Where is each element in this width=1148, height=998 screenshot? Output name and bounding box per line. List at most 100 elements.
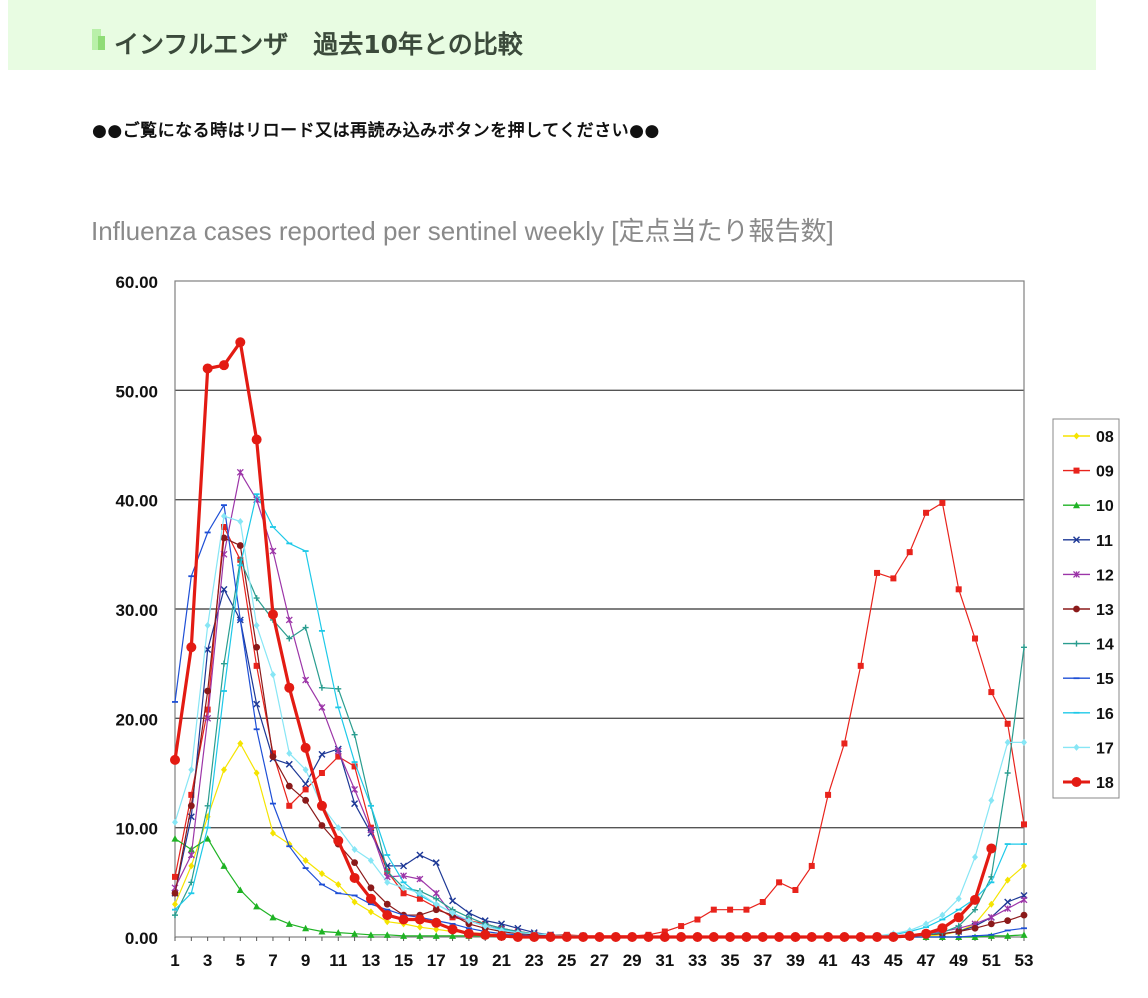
- x-tick-label: 47: [917, 951, 936, 970]
- data-point: [953, 912, 964, 923]
- data-point: [383, 931, 391, 938]
- data-point: [318, 750, 326, 758]
- data-point: [416, 932, 424, 939]
- data-point: [220, 524, 227, 530]
- legend-item: 10: [1063, 498, 1114, 515]
- legend-item: 08: [1063, 429, 1114, 446]
- data-point: [285, 782, 293, 790]
- data-point: [480, 929, 491, 940]
- data-point: [302, 856, 309, 864]
- data-point: [1021, 738, 1027, 746]
- data-point: [204, 714, 212, 722]
- legend-label: 18: [1096, 775, 1114, 792]
- data-point: [1004, 720, 1011, 727]
- data-point: [416, 851, 424, 859]
- series-line: [174, 493, 1024, 938]
- legend-item: 09: [1063, 464, 1114, 481]
- data-point: [659, 932, 670, 942]
- data-point: [774, 932, 785, 942]
- data-point: [678, 923, 685, 930]
- data-point: [1004, 738, 1011, 746]
- data-point: [855, 932, 866, 942]
- data-point: [808, 862, 815, 869]
- series-09: [172, 499, 1027, 939]
- data-point: [335, 881, 342, 889]
- data-point: [529, 932, 540, 942]
- x-tick-label: 51: [982, 951, 1001, 970]
- heading-marker-icon: [92, 29, 105, 50]
- legend-label: 16: [1096, 706, 1114, 723]
- legend-item: 13: [1063, 602, 1114, 619]
- data-point: [302, 786, 309, 793]
- data-point: [384, 918, 391, 926]
- data-point: [253, 662, 260, 669]
- data-point: [172, 873, 178, 880]
- data-point: [610, 932, 621, 942]
- x-tick-label: 25: [557, 951, 576, 970]
- data-point: [743, 906, 750, 913]
- data-point: [237, 518, 244, 526]
- data-point: [988, 900, 995, 908]
- data-point: [955, 923, 962, 930]
- data-point: [400, 884, 407, 892]
- data-point: [172, 900, 178, 908]
- data-point: [416, 923, 423, 931]
- data-point: [790, 932, 801, 942]
- data-point: [465, 909, 473, 917]
- data-point: [888, 932, 899, 942]
- data-point: [937, 923, 948, 934]
- data-point: [286, 749, 293, 757]
- series-line: [174, 742, 1025, 938]
- legend-item: 14: [1063, 637, 1114, 654]
- data-point: [1020, 911, 1028, 919]
- data-point: [1071, 777, 1082, 787]
- x-axis-ticks: 1 3 5 7 9 11 13 15 17 19 21 23 25 27 29 31 33 35 37 39 41 43 4…: [170, 937, 1033, 970]
- data-point: [367, 884, 375, 892]
- data-point: [237, 556, 244, 563]
- data-point: [432, 889, 440, 897]
- data-point: [284, 682, 295, 693]
- series-14: [172, 556, 1027, 940]
- data-point: [384, 878, 391, 886]
- data-point: [367, 856, 374, 864]
- data-point: [955, 895, 962, 903]
- data-point: [872, 932, 883, 942]
- data-point: [1021, 821, 1027, 828]
- data-point: [939, 911, 946, 919]
- data-point: [414, 914, 425, 925]
- data-point: [202, 363, 213, 374]
- data-point: [1073, 432, 1080, 440]
- data-point: [235, 337, 246, 348]
- data-point: [710, 906, 717, 913]
- legend-item: 15: [1063, 671, 1114, 688]
- data-point: [972, 906, 979, 913]
- data-point: [367, 908, 374, 916]
- data-point: [253, 700, 261, 708]
- data-point: [188, 862, 195, 870]
- data-point: [351, 930, 359, 937]
- data-point: [220, 585, 228, 593]
- data-point: [906, 549, 913, 556]
- data-point: [170, 754, 180, 765]
- x-tick-label: 9: [301, 951, 310, 970]
- data-point: [172, 818, 178, 826]
- data-point: [416, 889, 423, 897]
- data-point: [1073, 467, 1080, 474]
- x-tick-label: 31: [655, 951, 674, 970]
- data-point: [286, 802, 293, 809]
- data-point: [383, 900, 391, 908]
- data-point: [463, 928, 474, 939]
- data-point: [972, 853, 979, 861]
- chart-gridlines: [175, 389, 1024, 829]
- data-point: [1021, 644, 1027, 651]
- x-tick-label: 7: [268, 951, 277, 970]
- data-point: [923, 509, 930, 516]
- x-tick-label: 1: [170, 951, 179, 970]
- data-point: [1004, 876, 1011, 884]
- data-point: [449, 932, 457, 939]
- series-16: [172, 493, 1027, 938]
- x-tick-label: 17: [427, 951, 446, 970]
- data-point: [171, 835, 179, 842]
- data-point: [236, 542, 244, 549]
- legend-label: 12: [1096, 567, 1114, 584]
